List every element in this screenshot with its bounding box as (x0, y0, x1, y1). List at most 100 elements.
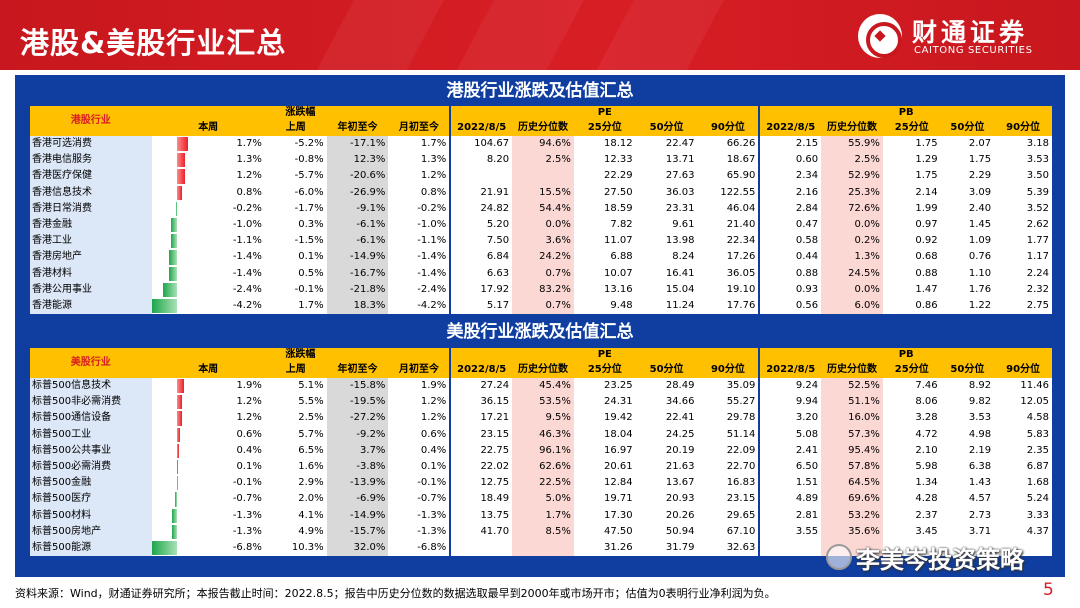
pb-current: 2.84 (758, 200, 822, 217)
pe-percentile: 22.5% (512, 475, 574, 492)
pb-current: 5.08 (758, 426, 822, 443)
pb-90th: 4.37 (1026, 525, 1049, 537)
pb-25th: 0.86 (915, 299, 938, 311)
pe-90th: 22.34 (726, 235, 756, 247)
pe-current: 22.02 (449, 458, 513, 476)
mtd-change: 1.2% (420, 170, 447, 182)
last-week-change: 6.5% (298, 444, 324, 456)
pb-90th: 2.75 (1026, 299, 1049, 311)
pe-percentile: 53.5% (512, 394, 574, 411)
pb-current: 2.15 (758, 136, 822, 153)
pb-90th: 1.77 (1026, 235, 1049, 247)
ytd-change: -6.1% (326, 233, 389, 250)
pb-current: 0.44 (758, 249, 822, 266)
pb-25th: 0.92 (915, 235, 938, 247)
pb-25th: 8.06 (915, 396, 938, 408)
pb-percentile: 52.5% (821, 378, 883, 395)
pb-50th: 3.09 (968, 186, 992, 198)
week-change-bar (162, 282, 178, 297)
pb-percentile: 57.3% (821, 426, 883, 443)
change-bar-cell (152, 233, 204, 249)
pe-current: 13.75 (449, 507, 513, 524)
pb-percentile: 69.6% (821, 491, 883, 508)
change-bar-cell (152, 491, 204, 507)
pe-current: 104.67 (449, 136, 513, 153)
pb-90th: 2.62 (1026, 219, 1049, 231)
pe-percentile: 0.7% (512, 265, 574, 282)
ytd-change: -19.5% (326, 394, 389, 411)
industry-name: 香港房地产 (30, 249, 152, 266)
pb-90th: 3.53 (1026, 154, 1049, 166)
pb-25th: 1.99 (915, 202, 938, 214)
table-row: 香港电信服务 1.3% -0.8% 12.3% 1.3% 8.20 2.5% 12.33 13.… (30, 152, 1052, 169)
pe-percentile: 96.1% (512, 442, 574, 459)
industry-header: 美股行业 (30, 348, 152, 378)
week-change: -6.8% (232, 541, 262, 553)
col-header: 本周 (151, 120, 265, 136)
pe-25th: 20.61 (604, 461, 633, 473)
industry-name: 标普500材料 (30, 507, 152, 524)
week-change-bar (174, 492, 178, 507)
industry-name: 标普500信息技术 (30, 378, 152, 395)
week-change: -1.3% (232, 525, 262, 537)
week-change: -1.4% (232, 251, 262, 263)
industry-name: 标普500房地产 (30, 523, 152, 540)
table-row: 标普500信息技术 1.9% 5.1% -15.8% 1.9% 27.24 45.4% 23.… (30, 378, 1052, 395)
week-change: 1.2% (236, 396, 262, 408)
pe-25th: 19.42 (604, 412, 633, 424)
change-bar-cell (152, 201, 204, 217)
mtd-change: -1.4% (417, 251, 447, 263)
header-decoration (295, 0, 455, 70)
pb-25th: 0.97 (915, 219, 938, 231)
pe-percentile: 83.2% (512, 281, 574, 298)
pb-90th: 5.83 (1026, 428, 1049, 440)
pb-percentile: 64.5% (821, 475, 883, 492)
col-header: 90分位 (994, 362, 1052, 378)
pb-percentile: 72.6% (821, 200, 883, 217)
change-bar-cell (152, 266, 204, 282)
change-bar-cell (151, 540, 204, 556)
mtd-change: 1.2% (420, 412, 447, 424)
pe-current: 36.15 (449, 394, 513, 411)
pe-25th: 16.97 (604, 444, 633, 456)
table-row: 标普500房地产 -1.3% 4.9% -15.7% -1.3% 41.70 8.5% 47.… (30, 523, 1052, 540)
hk-industry-table: 港股行业 涨跌幅 PE PB 本周 上周 年初至今 月初至今 2022/8/5 历史分位数 25分位… (30, 106, 1052, 315)
table-row: 标普500材料 -1.3% 4.1% -14.9% -1.3% 13.75 1.7% 17.3… (30, 507, 1052, 524)
pe-90th: 29.78 (726, 412, 756, 424)
change-bar-cell (152, 410, 204, 426)
col-header: 50分位 (635, 362, 698, 378)
mtd-change: -1.3% (417, 509, 447, 521)
last-week-change: 0.3% (298, 219, 324, 231)
week-change-bar (172, 524, 178, 539)
week-change-bar (177, 411, 182, 426)
ytd-change: -26.9% (326, 184, 389, 201)
industry-name: 标普500非必需消费 (30, 394, 152, 411)
pe-current: 22.75 (449, 442, 513, 459)
pb-current: 0.60 (758, 152, 822, 169)
pb-90th: 12.05 (1020, 396, 1049, 408)
pe-percentile: 94.6% (512, 136, 574, 153)
pb-50th: 0.76 (968, 251, 992, 263)
mtd-change: -2.4% (417, 283, 447, 295)
pb-current: 2.81 (758, 507, 822, 524)
table-row: 香港工业 -1.1% -1.5% -6.1% -1.1% 7.50 3.6% 11.07 13.… (30, 233, 1052, 250)
pb-current (758, 539, 822, 557)
ytd-change: -21.8% (326, 281, 389, 298)
summary-panel: 港股行业涨跌及估值汇总 港股行业 涨跌幅 PE PB 本周 上周 年初至今 月初至今 2022/… (15, 75, 1065, 577)
mtd-change: -1.0% (417, 219, 447, 231)
table-row: 标普500必需消费 0.1% 1.6% -3.8% 0.1% 22.02 62.6% 20.6… (30, 458, 1052, 476)
last-week-change: 0.5% (298, 267, 324, 279)
pb-25th: 1.29 (915, 154, 938, 166)
change-bar-cell (152, 282, 204, 298)
pb-current: 2.41 (758, 442, 822, 459)
pe-current: 6.84 (449, 249, 513, 266)
pb-50th: 3.71 (968, 525, 992, 537)
group-pb-header: PB (758, 348, 1052, 362)
week-change-bar (177, 395, 182, 410)
pb-percentile: 35.6% (821, 523, 883, 540)
table-row: 香港公用事业 -2.4% -0.1% -21.8% -2.4% 17.92 83.2% 13.… (30, 281, 1052, 298)
week-change-bar (177, 137, 188, 152)
change-bar-cell (151, 298, 204, 314)
col-header: 历史分位数 (512, 362, 574, 378)
mtd-change: 1.3% (420, 154, 447, 166)
